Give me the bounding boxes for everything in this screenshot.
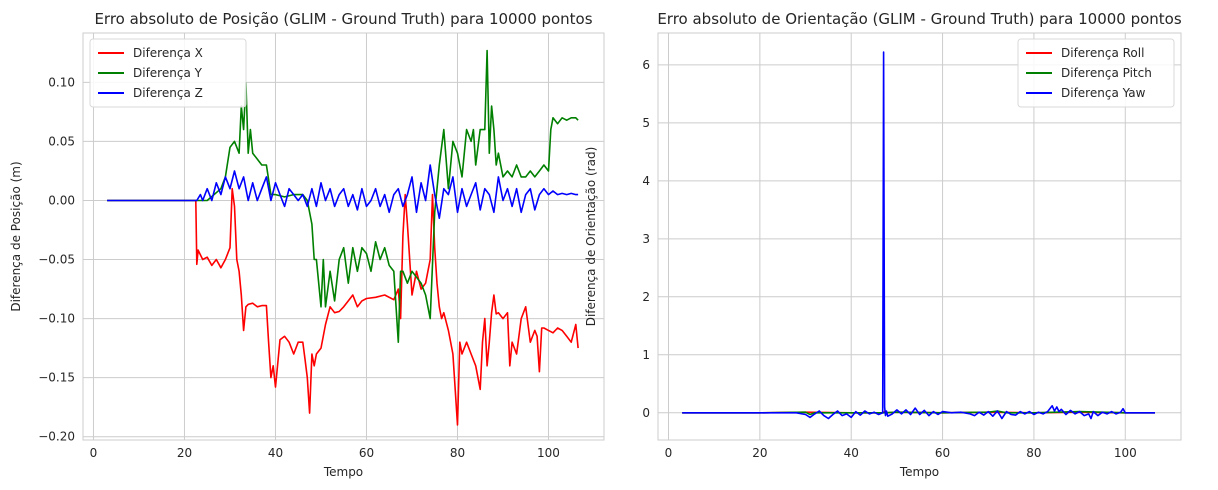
y-axis-label: Diferença de Orientação (rad): [584, 147, 598, 327]
x-tick-label: 80: [1026, 446, 1041, 460]
legend-box: [1017, 38, 1175, 108]
y-tick-label: 2: [642, 290, 650, 304]
legend: Diferença X Diferença Y Diferença Z: [89, 38, 247, 108]
y-tick-label: 1: [642, 348, 650, 362]
orientation-error-chart: 0 20 40 60 80 100 0 1 2 3 4 5 6 Erro absoluto de Orie…: [584, 10, 1182, 479]
chart-title: Erro absoluto de Orientação (GLIM - Grou…: [657, 10, 1182, 28]
x-tick-label: 100: [1114, 446, 1137, 460]
y-tick-label: 6: [642, 58, 650, 72]
y-tick-label: 0.10: [48, 75, 75, 89]
x-tick-label: 60: [935, 446, 950, 460]
legend: Diferença Roll Diferença Pitch Diferença Y…: [1017, 38, 1175, 108]
y-tick-label: 0: [642, 406, 650, 420]
y-tick-label: −0.10: [38, 312, 75, 326]
legend-label-1: Diferença X: [133, 46, 203, 60]
y-tick-label: 3: [642, 232, 650, 246]
chart-title: Erro absoluto de Posição (GLIM - Ground …: [94, 10, 592, 28]
x-tick-label: 60: [359, 446, 374, 460]
series-line-2: [107, 49, 579, 343]
y-tick-label: −0.15: [38, 371, 75, 385]
y-axis-label: Diferença de Posição (m): [9, 161, 23, 311]
legend-label-3: Diferença Z: [133, 86, 203, 100]
x-tick-label: 20: [177, 446, 192, 460]
axes-frame: [82, 32, 605, 441]
x-tick-label: 40: [268, 446, 283, 460]
y-tick-label: −0.05: [38, 253, 75, 267]
x-axis-label: Tempo: [899, 465, 939, 479]
x-tick-label: 20: [752, 446, 767, 460]
x-tick-label: 80: [450, 446, 465, 460]
y-tick-label: 4: [642, 174, 650, 188]
axes-frame: [657, 32, 1182, 441]
y-tick-label: 5: [642, 116, 650, 130]
x-tick-label: 100: [537, 446, 560, 460]
legend-label-2: Diferença Y: [133, 66, 203, 80]
x-tick-label: 0: [665, 446, 673, 460]
x-axis-label: Tempo: [323, 465, 363, 479]
position-error-chart: 0 20 40 60 80 100 −0.20 −0.15 −0.10 −0.05 0.00 0.05…: [9, 10, 605, 479]
x-tick-label: 40: [844, 446, 859, 460]
legend-box: [89, 38, 247, 108]
legend-label-1: Diferença Roll: [1061, 46, 1144, 60]
legend-label-3: Diferença Yaw: [1061, 86, 1146, 100]
y-tick-label: 0.00: [48, 193, 75, 207]
series-line-2: [682, 410, 1155, 416]
x-tick-label: 0: [90, 446, 98, 460]
y-tick-label: 0.05: [48, 134, 75, 148]
series-line-3: [682, 51, 1155, 420]
y-tick-label: −0.20: [38, 430, 75, 444]
series-line-3: [107, 164, 579, 219]
legend-label-2: Diferença Pitch: [1061, 66, 1152, 80]
